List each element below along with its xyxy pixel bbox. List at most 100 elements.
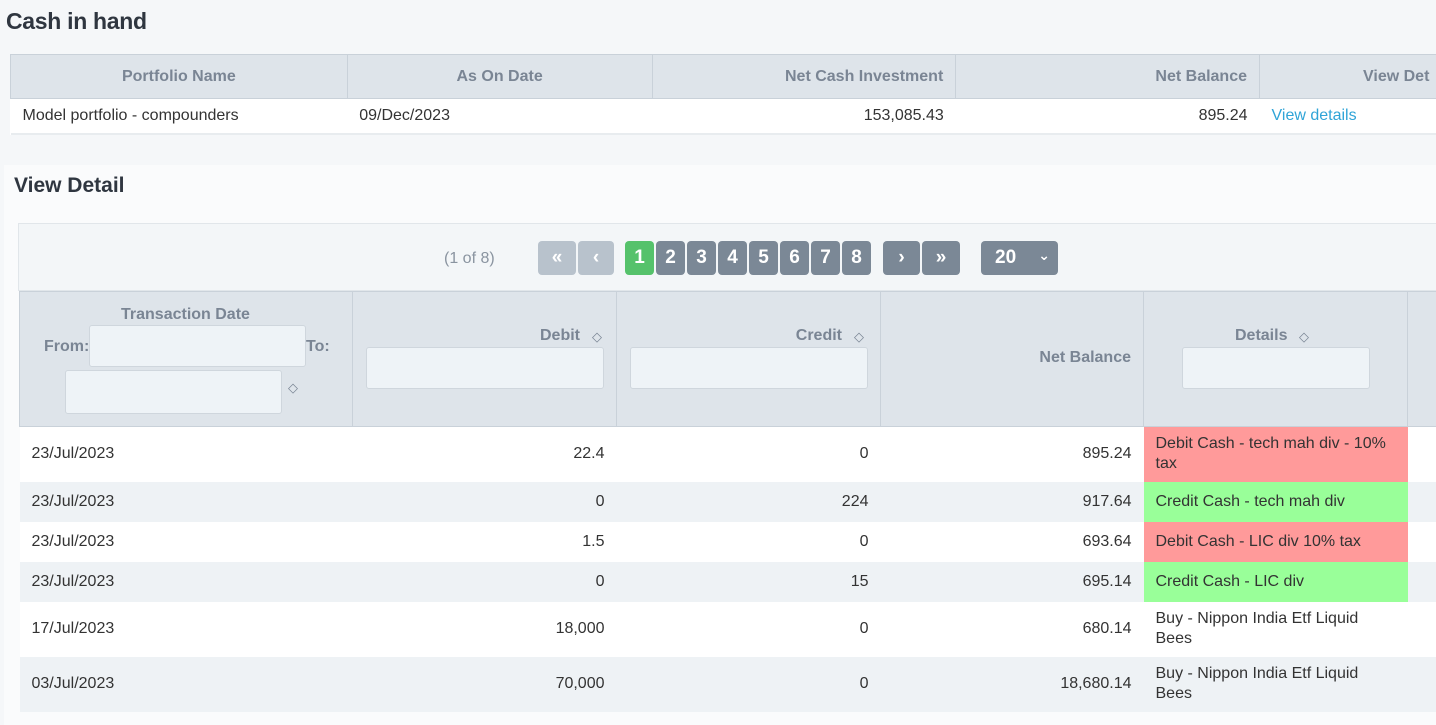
header-portfolio-name: Portfolio Name (11, 55, 348, 99)
cell-details: Buy - Nippon India Etf Liquid Bees (1144, 602, 1408, 657)
prev-page-button[interactable]: ‹ (578, 241, 614, 275)
cell-debit: 0 (353, 562, 617, 602)
debit-filter-input[interactable] (366, 347, 604, 389)
page-button-7[interactable]: 7 (811, 241, 840, 275)
cell-details: Debit Cash - LIC div 10% tax (1144, 522, 1408, 562)
to-label: To: (306, 338, 330, 356)
details-label: Details (1235, 327, 1287, 345)
cell-net-balance: 695.14 (881, 562, 1144, 602)
header-net-balance: Net Balance (956, 55, 1260, 99)
cell-credit: 0 (617, 427, 881, 482)
header-net-cash-investment: Net Cash Investment (652, 55, 956, 99)
page-button-6[interactable]: 6 (780, 241, 809, 275)
cell-credit: 0 (617, 657, 881, 712)
next-page-button[interactable]: › (883, 241, 920, 275)
cell-net-balance: 895.24 (881, 427, 1144, 482)
cell-date: 23/Jul/2023 (20, 522, 353, 562)
as-on-date: 09/Dec/2023 (347, 99, 652, 135)
page-report: (1 of 8) (444, 250, 495, 268)
cell-credit: 15 (617, 562, 881, 602)
cell-debit: 18,000 (353, 602, 617, 657)
header-as-on-date: As On Date (347, 55, 652, 99)
debit-label: Debit (540, 327, 580, 345)
detail-title: View Detail (14, 174, 125, 198)
summary-table: Portfolio Name As On Date Net Cash Inves… (10, 54, 1436, 135)
header-net-balance: Net Balance (881, 292, 1144, 427)
page-button-4[interactable]: 4 (718, 241, 747, 275)
sort-icon[interactable]: ◇ (854, 329, 864, 345)
header-view-details: View Det (1260, 55, 1436, 99)
chevron-right-icon: › (898, 247, 904, 269)
net-balance: 895.24 (956, 99, 1260, 135)
date-to-input[interactable] (65, 370, 282, 414)
credit-filter-input[interactable] (630, 347, 868, 389)
sort-icon[interactable]: ◇ (592, 329, 602, 345)
page-button-2[interactable]: 2 (656, 241, 685, 275)
header-extra (1408, 292, 1436, 427)
header-debit[interactable]: Debit ◇ (353, 292, 617, 427)
cell-net-balance: 693.64 (881, 522, 1144, 562)
cell-extra (1408, 522, 1436, 562)
view-details-link[interactable]: View details (1272, 107, 1357, 124)
cell-details: Credit Cash - LIC div (1144, 562, 1408, 602)
portfolio-name: Model portfolio - compounders (11, 99, 348, 135)
cell-extra (1408, 657, 1436, 712)
credit-label: Credit (796, 327, 842, 345)
cell-credit: 0 (617, 602, 881, 657)
sort-icon[interactable]: ◇ (1299, 329, 1309, 345)
rows-per-page-select[interactable]: 20 ⌄ (981, 241, 1058, 275)
first-page-button[interactable]: « (538, 241, 576, 275)
cell-credit: 224 (617, 482, 881, 522)
cell-debit: 22.4 (353, 427, 617, 482)
page-button-8[interactable]: 8 (842, 241, 871, 275)
page-button-3[interactable]: 3 (687, 241, 716, 275)
from-label: From: (44, 338, 89, 356)
cell-details: Credit Cash - tech mah div (1144, 482, 1408, 522)
chevron-left-icon: ‹ (593, 247, 599, 269)
cell-extra (1408, 602, 1436, 657)
transactions-table: Transaction Date From: To: ◇ Debit ◇ Cre… (19, 291, 1436, 712)
net-cash-investment: 153,085.43 (652, 99, 956, 135)
header-details[interactable]: Details ◇ (1144, 292, 1408, 427)
cell-net-balance: 680.14 (881, 602, 1144, 657)
double-chevron-left-icon: « (552, 247, 563, 269)
header-credit[interactable]: Credit ◇ (617, 292, 881, 427)
cell-extra (1408, 482, 1436, 522)
cell-debit: 1.5 (353, 522, 617, 562)
paginator: (1 of 8) « ‹ 1 2 3 4 5 6 7 8 › » 20 ⌄ (18, 223, 1436, 291)
page-button-1[interactable]: 1 (625, 241, 654, 275)
cell-extra (1408, 427, 1436, 482)
cell-date: 23/Jul/2023 (20, 482, 353, 522)
cell-date: 17/Jul/2023 (20, 602, 353, 657)
details-filter-input[interactable] (1182, 347, 1370, 389)
chevron-down-icon: ⌄ (1038, 247, 1050, 264)
cell-debit: 0 (353, 482, 617, 522)
summary-row: Model portfolio - compounders 09/Dec/202… (11, 99, 1436, 135)
double-chevron-right-icon: » (936, 247, 947, 269)
last-page-button[interactable]: » (922, 241, 960, 275)
cell-net-balance: 917.64 (881, 482, 1144, 522)
cell-net-balance: 18,680.14 (881, 657, 1144, 712)
cell-extra (1408, 562, 1436, 602)
cell-details: Debit Cash - tech mah div - 10% tax (1144, 427, 1408, 482)
page-button-5[interactable]: 5 (749, 241, 778, 275)
sort-icon[interactable]: ◇ (288, 380, 298, 396)
cell-date: 23/Jul/2023 (20, 427, 353, 482)
cell-debit: 70,000 (353, 657, 617, 712)
cell-date: 23/Jul/2023 (20, 562, 353, 602)
net-balance-label: Net Balance (1039, 349, 1131, 367)
header-transaction-date[interactable]: Transaction Date From: To: ◇ (20, 292, 353, 427)
cell-credit: 0 (617, 522, 881, 562)
transaction-date-label: Transaction Date (121, 306, 250, 324)
rows-per-page-value: 20 (995, 247, 1016, 269)
cell-details: Buy - Nippon India Etf Liquid Bees (1144, 657, 1408, 712)
date-from-input[interactable] (89, 325, 306, 367)
cell-date: 03/Jul/2023 (20, 657, 353, 712)
page-title: Cash in hand (6, 8, 147, 35)
